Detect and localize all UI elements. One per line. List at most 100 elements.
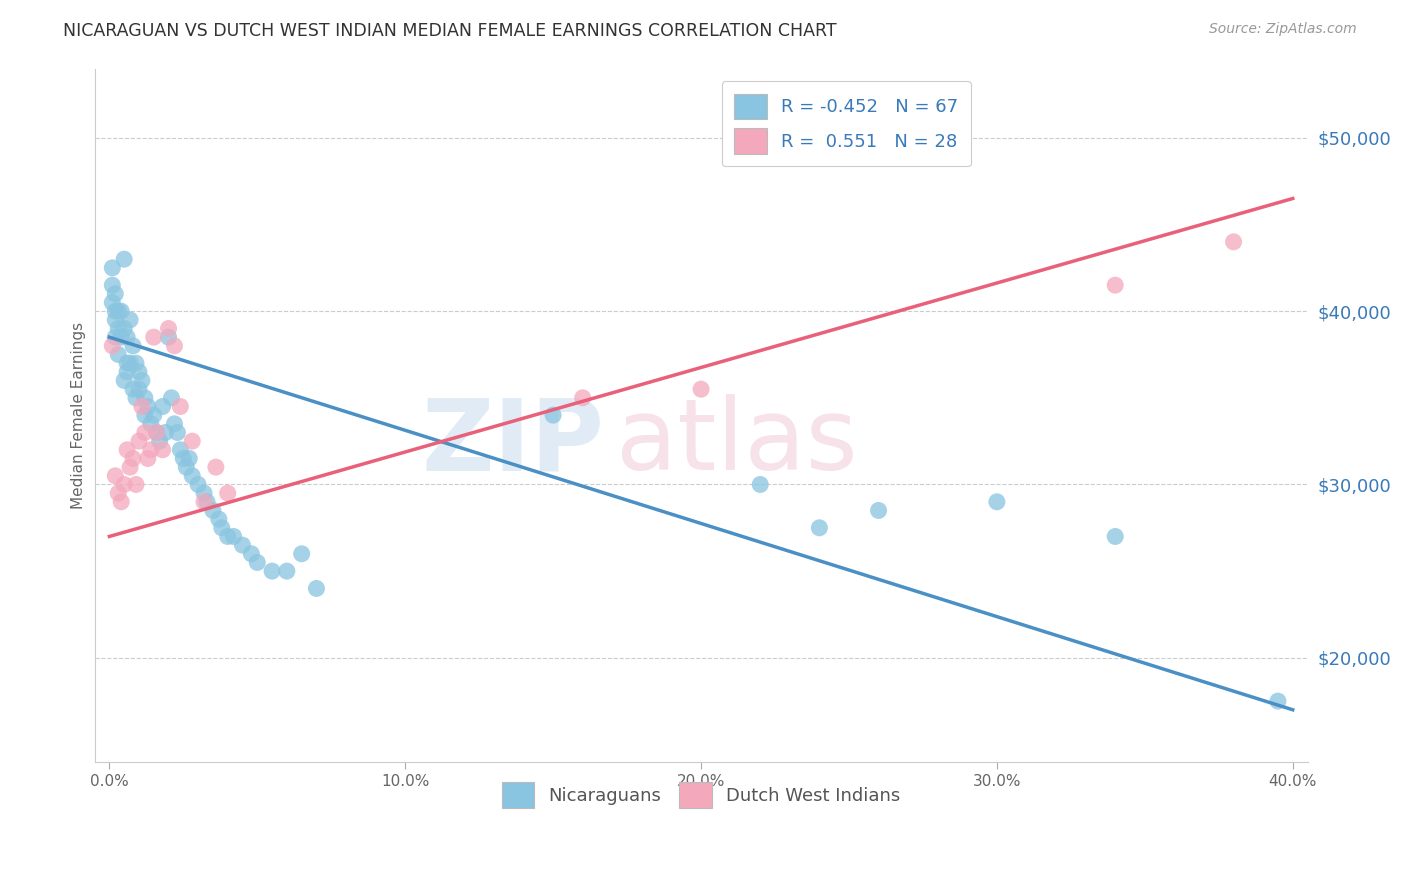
Point: [181, 468, 204, 483]
Point: [217, 486, 239, 500]
Point: [104, 330, 127, 344]
Point: [222, 529, 245, 543]
Point: [128, 365, 150, 379]
Point: [139, 417, 162, 431]
Point: [120, 356, 142, 370]
Point: [107, 347, 129, 361]
Point: [107, 321, 129, 335]
Point: [136, 451, 159, 466]
Point: [169, 400, 191, 414]
Point: [262, 564, 284, 578]
Point: [181, 434, 204, 449]
Point: [160, 391, 183, 405]
Point: [131, 374, 153, 388]
Point: [163, 339, 186, 353]
Text: atlas: atlas: [616, 394, 858, 491]
Point: [1104, 529, 1126, 543]
Point: [145, 425, 167, 440]
Point: [305, 582, 328, 596]
Point: [104, 286, 127, 301]
Point: [231, 538, 253, 552]
Point: [112, 321, 135, 335]
Point: [163, 417, 186, 431]
Point: [157, 321, 180, 335]
Point: [122, 451, 145, 466]
Point: [134, 391, 156, 405]
Point: [172, 451, 194, 466]
Point: [541, 408, 564, 422]
Point: [131, 400, 153, 414]
Point: [139, 442, 162, 457]
Point: [128, 434, 150, 449]
Point: [205, 460, 228, 475]
Point: [122, 382, 145, 396]
Point: [101, 295, 124, 310]
Point: [749, 477, 772, 491]
Point: [1104, 278, 1126, 293]
Point: [125, 477, 148, 491]
Point: [145, 425, 167, 440]
Point: [107, 486, 129, 500]
Point: [174, 460, 197, 475]
Point: [112, 374, 135, 388]
Point: [155, 425, 177, 440]
Point: [110, 330, 132, 344]
Point: [152, 442, 174, 457]
Point: [208, 512, 231, 526]
Text: ZIP: ZIP: [422, 394, 605, 491]
Point: [179, 451, 201, 466]
Point: [107, 304, 129, 318]
Point: [187, 477, 209, 491]
Point: [211, 521, 233, 535]
Text: Source: ZipAtlas.com: Source: ZipAtlas.com: [1209, 22, 1357, 37]
Point: [217, 529, 239, 543]
Point: [291, 547, 314, 561]
Point: [101, 260, 124, 275]
Legend: Nicaraguans, Dutch West Indians: Nicaraguans, Dutch West Indians: [495, 775, 908, 815]
Point: [246, 556, 269, 570]
Point: [571, 391, 593, 405]
Point: [808, 521, 831, 535]
Point: [104, 313, 127, 327]
Point: [115, 442, 138, 457]
Point: [125, 356, 148, 370]
Point: [110, 495, 132, 509]
Point: [134, 425, 156, 440]
Point: [122, 339, 145, 353]
Point: [195, 495, 218, 509]
Point: [134, 408, 156, 422]
Point: [128, 382, 150, 396]
Point: [986, 495, 1008, 509]
Point: [690, 382, 713, 396]
Point: [101, 278, 124, 293]
Point: [112, 477, 135, 491]
Point: [152, 400, 174, 414]
Point: [276, 564, 298, 578]
Y-axis label: Median Female Earnings: Median Female Earnings: [72, 322, 86, 508]
Point: [115, 330, 138, 344]
Point: [104, 468, 127, 483]
Point: [104, 304, 127, 318]
Point: [193, 486, 215, 500]
Point: [110, 304, 132, 318]
Point: [868, 503, 890, 517]
Point: [142, 408, 165, 422]
Point: [142, 330, 165, 344]
Point: [115, 356, 138, 370]
Text: NICARAGUAN VS DUTCH WEST INDIAN MEDIAN FEMALE EARNINGS CORRELATION CHART: NICARAGUAN VS DUTCH WEST INDIAN MEDIAN F…: [63, 22, 837, 40]
Point: [193, 495, 215, 509]
Point: [101, 339, 124, 353]
Point: [136, 400, 159, 414]
Point: [166, 425, 188, 440]
Point: [112, 252, 135, 267]
Point: [1267, 694, 1289, 708]
Point: [169, 442, 191, 457]
Point: [120, 313, 142, 327]
Point: [120, 460, 142, 475]
Point: [240, 547, 263, 561]
Point: [115, 365, 138, 379]
Point: [201, 503, 224, 517]
Point: [157, 330, 180, 344]
Point: [1222, 235, 1244, 249]
Point: [149, 434, 172, 449]
